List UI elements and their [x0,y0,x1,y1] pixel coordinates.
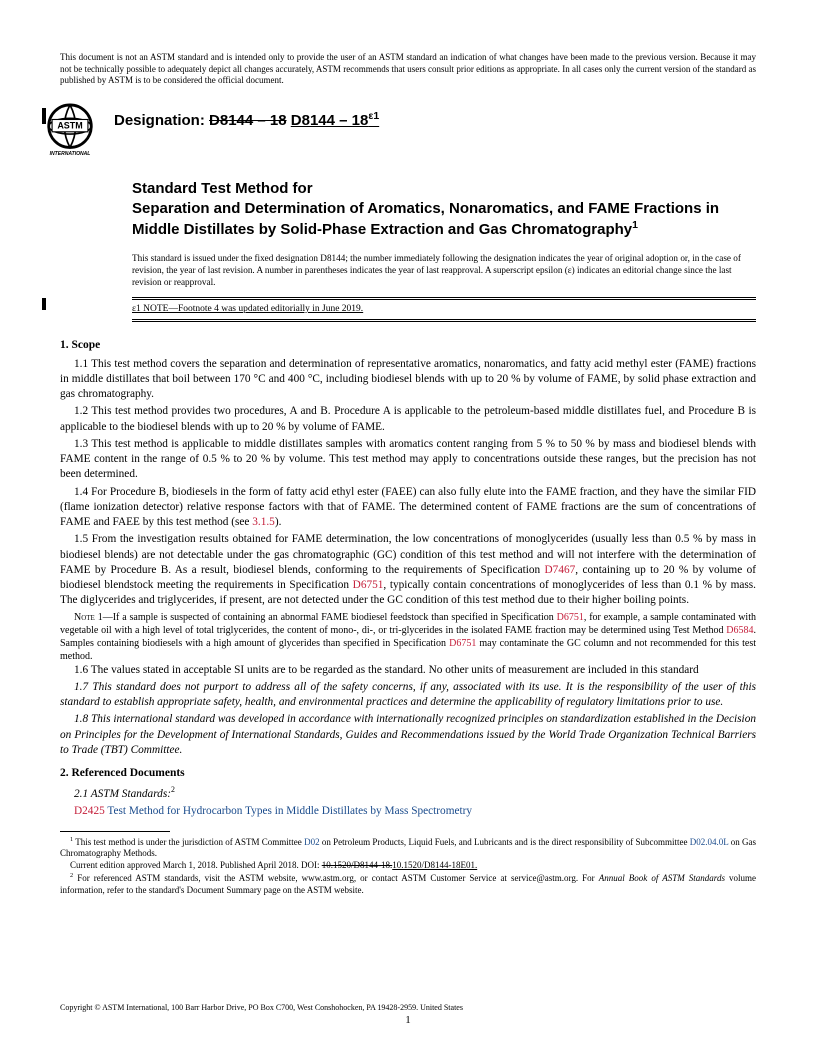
ref-d6751-n2[interactable]: D6751 [449,638,476,649]
change-bar-2 [42,298,46,310]
para-1-2: 1.2 This test method provides two proced… [60,404,756,435]
svg-text:ASTM: ASTM [57,121,82,131]
title-main: Separation and Determination of Aromatic… [132,199,756,239]
designation: Designation: D8144 – 18 D8144 – 18ε1 [114,101,379,131]
title-prefix: Standard Test Method for [132,179,756,199]
change-bar-1 [42,108,46,124]
ref-d6751[interactable]: D6751 [353,579,384,591]
ref-d2425-line: D2425 Test Method for Hydrocarbon Types … [60,804,756,819]
footnote-1b: Current edition approved March 1, 2018. … [60,860,756,872]
footnote-2: 2 For referenced ASTM standards, visit t… [60,872,756,896]
header-row: ASTM INTERNATIONAL Designation: D8144 – … [42,101,756,157]
note-1: Note 1—If a sample is suspected of conta… [60,611,756,663]
ref-d6751-n1[interactable]: D6751 [557,612,584,623]
astm-logo-icon: ASTM INTERNATIONAL [42,101,98,157]
designation-old: D8144 – 18 [209,112,287,129]
editorial-note: ε1 NOTE—Footnote 4 was updated editorial… [132,297,756,322]
para-1-3: 1.3 This test method is applicable to mi… [60,437,756,483]
footnote-separator [60,831,170,832]
para-1-6: 1.6 The values stated in acceptable SI u… [60,663,756,678]
section-2-head: 2. Referenced Documents [60,766,756,782]
ref-d2425-title[interactable]: Test Method for Hydrocarbon Types in Mid… [105,805,472,817]
para-1-4: 1.4 For Procedure B, biodiesels in the f… [60,485,756,531]
para-1-7: 1.7 This standard does not purport to ad… [60,680,756,711]
ref-315[interactable]: 3.1.5 [252,516,275,528]
ref-d6584[interactable]: D6584 [726,625,753,636]
ref-d2425-code[interactable]: D2425 [74,805,105,817]
fn-sub[interactable]: D02.04.0L [690,837,729,847]
issue-note: This standard is issued under the fixed … [132,253,756,289]
ref-d7467[interactable]: D7467 [545,564,576,576]
designation-new: D8144 – 18ε1 [291,112,379,129]
copyright-line: Copyright © ASTM International, 100 Barr… [60,1003,463,1014]
designation-label: Designation: [114,112,205,129]
footnote-1: 1 This test method is under the jurisdic… [60,836,756,860]
title-block: Standard Test Method for Separation and … [132,179,756,239]
para-1-8: 1.8 This international standard was deve… [60,712,756,758]
fn-d02[interactable]: D02 [304,837,320,847]
top-disclaimer: This document is not an ASTM standard an… [60,52,756,87]
para-1-5: 1.5 From the investigation results obtai… [60,532,756,608]
para-1-1: 1.1 This test method covers the separati… [60,357,756,403]
svg-text:INTERNATIONAL: INTERNATIONAL [50,151,91,157]
section-1-head: 1. Scope [60,338,756,354]
page-number: 1 [405,1013,411,1028]
para-2-1: 2.1 ASTM Standards:2 [60,785,756,802]
